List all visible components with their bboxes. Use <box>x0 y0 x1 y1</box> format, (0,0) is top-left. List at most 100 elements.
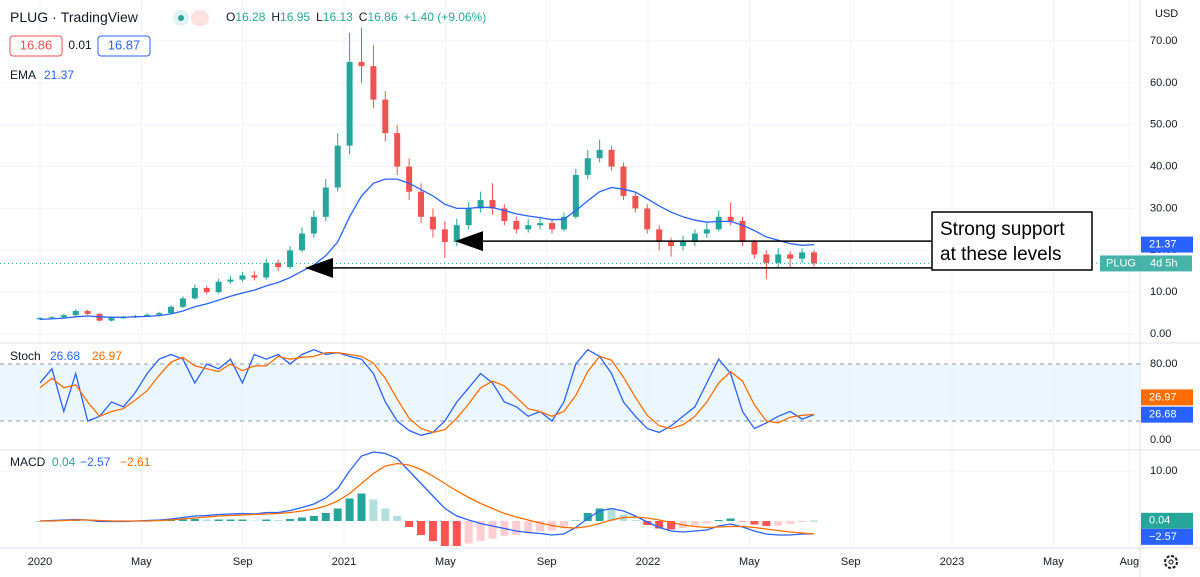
macd-histogram-bar <box>524 521 533 534</box>
ohlc-key: L <box>316 10 323 24</box>
ohlc-value: 16.28 <box>235 10 265 24</box>
separator: · <box>52 9 57 25</box>
ema-title: EMA <box>10 68 36 82</box>
x-tick-label: Sep <box>233 556 253 568</box>
annotation-box <box>931 211 1093 271</box>
candle-body <box>287 250 294 268</box>
macd-histogram-bar <box>345 498 354 521</box>
macd-histogram-bar <box>428 521 437 541</box>
ohlc-key: H <box>271 10 280 24</box>
ohlc-value: 16.95 <box>280 10 310 24</box>
candle-body <box>560 216 567 230</box>
stoch-line <box>39 351 815 434</box>
y-tick-label: 70.00 <box>1150 35 1178 47</box>
macd-histogram-bar <box>250 520 259 521</box>
ohlc-key: O <box>226 10 235 24</box>
macd-histogram-bar <box>762 521 771 526</box>
macd-line-value-box <box>1141 528 1193 545</box>
y-tick-label: 40.00 <box>1150 160 1178 172</box>
candle-body <box>370 66 377 100</box>
candle-body <box>72 310 79 316</box>
macd-histogram-bar <box>488 521 497 539</box>
macd-histogram-bar <box>559 521 568 528</box>
stoch-d-value-box <box>1141 389 1193 406</box>
macd-histogram-bar <box>738 521 747 522</box>
support-arrow <box>305 257 333 278</box>
candle-body <box>298 233 305 251</box>
macd-histogram-bar <box>369 499 378 521</box>
candle-body <box>394 133 401 167</box>
ask: 16.87 <box>108 37 141 52</box>
candle-body <box>489 200 496 209</box>
macd-histogram-bar <box>286 519 295 521</box>
candle-body <box>406 166 413 192</box>
macd-histogram-bar <box>178 519 187 521</box>
header-title: PLUG · TradingView <box>10 9 139 25</box>
candle-body <box>334 145 341 188</box>
x-tick-label: May <box>131 556 152 568</box>
macd-histogram-bar <box>417 521 426 535</box>
ohlc-key: C <box>359 10 368 24</box>
macd-histogram-bar <box>643 521 652 525</box>
candle-body <box>799 252 806 259</box>
candle-body <box>584 158 591 175</box>
x-tick-label: May <box>435 556 456 568</box>
candle-body <box>84 310 91 314</box>
annotation-text: at these levels <box>940 244 1061 265</box>
macd-histogram-bar <box>774 521 783 526</box>
macd-histogram-bar <box>297 517 306 521</box>
x-tick-label: 2023 <box>940 556 964 568</box>
x-tick-label: Aug <box>1120 556 1140 568</box>
macd-hist-value-box <box>1141 512 1193 529</box>
macd-histogram-bar <box>536 521 545 532</box>
macd-histogram-bar <box>809 520 818 522</box>
candle-body <box>501 208 508 221</box>
source: TradingView <box>61 9 139 25</box>
macd-histogram-bar <box>786 521 795 524</box>
macd-histogram-bar <box>607 509 616 521</box>
ask-box[interactable] <box>97 35 151 57</box>
bid-box[interactable] <box>9 35 63 57</box>
stoch-d-readout: 26.97 <box>92 349 122 363</box>
stoch-d-value: 26.97 <box>1149 391 1177 403</box>
candle-body <box>751 241 758 255</box>
candle-body <box>679 241 686 247</box>
candle-body <box>48 317 55 319</box>
macd-histogram-bar <box>631 520 640 521</box>
settings-button[interactable] <box>1164 555 1178 569</box>
support-arrow <box>455 231 483 252</box>
macd-line <box>40 462 815 535</box>
macd-histogram-bar <box>71 520 80 521</box>
x-tick-label: May <box>1043 556 1064 568</box>
candle-body <box>156 313 163 315</box>
candle-body <box>203 287 210 293</box>
currency-label: USD <box>1155 8 1178 20</box>
macd-histogram-bar <box>714 520 723 521</box>
macd-histogram-bar <box>333 508 342 521</box>
stoch-k-readout: 26.68 <box>50 349 80 363</box>
alert-icon[interactable] <box>191 10 209 26</box>
candle-body <box>179 298 186 307</box>
stoch-k-value-box <box>1141 406 1193 423</box>
x-tick-label: 2021 <box>332 556 356 568</box>
candle-body <box>418 191 425 217</box>
candle-body <box>620 166 627 196</box>
candle-body <box>513 220 520 230</box>
macd-histogram-bar <box>667 521 676 530</box>
macd-histogram-bar <box>583 513 592 521</box>
candle-body <box>549 223 556 230</box>
x-tick-label: 2022 <box>636 556 660 568</box>
candle-body <box>810 252 817 264</box>
candle-body <box>358 61 365 67</box>
x-tick-label: Sep <box>841 556 861 568</box>
candle-body <box>453 225 460 242</box>
candle-body <box>441 229 448 242</box>
settings-button-hole <box>1168 559 1174 565</box>
macd-histogram-bar <box>798 521 807 522</box>
candle-body <box>251 275 258 278</box>
candle-body <box>227 279 234 282</box>
macd-histogram-bar <box>83 521 92 522</box>
candle-body <box>382 99 389 134</box>
candle-body <box>465 208 472 226</box>
macd-line-value: −2.57 <box>1149 531 1177 543</box>
